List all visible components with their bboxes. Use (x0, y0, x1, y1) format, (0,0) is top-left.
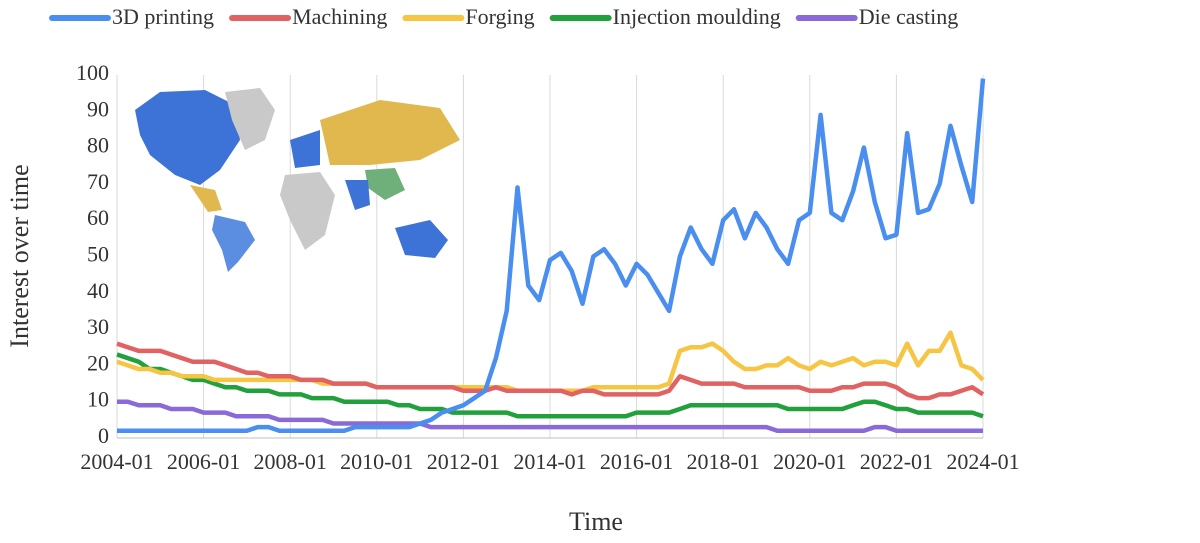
series-line (116, 352, 984, 419)
y-tick-label: 100 (76, 60, 109, 85)
y-tick-label: 20 (87, 350, 109, 375)
y-tick-label: 60 (87, 205, 109, 230)
x-tick-label: 2012-01 (427, 449, 500, 474)
y-tick-label: 40 (87, 278, 109, 303)
x-tick-label: 2018-01 (687, 449, 760, 474)
legend-label: Die casting (859, 4, 959, 29)
series-line (117, 78, 986, 433)
x-tick-label: 2016-01 (600, 449, 673, 474)
x-tick-label: 2008-01 (254, 449, 327, 474)
x-tick-label: 2010-01 (340, 449, 413, 474)
legend-label: Injection moulding (613, 4, 781, 29)
x-tick-label: 2022-01 (860, 449, 933, 474)
y-tick-label: 10 (87, 387, 109, 412)
x-tick-label: 2014-01 (513, 449, 586, 474)
y-tick-label: 70 (87, 169, 109, 194)
y-tick-label: 90 (87, 96, 109, 121)
y-axis-title: Interest over time (5, 164, 34, 347)
y-tick-label: 30 (87, 314, 109, 339)
legend-label: Machining (292, 4, 387, 29)
world-map-inset (135, 88, 460, 272)
y-tick-label: 80 (87, 133, 109, 158)
legend-label: Forging (465, 4, 534, 29)
x-tick-label: 2006-01 (167, 449, 240, 474)
x-axis-title: Time (569, 507, 623, 536)
legend-label: 3D printing (112, 4, 214, 29)
x-tick-label: 2024-01 (946, 449, 1019, 474)
series-line (116, 341, 985, 401)
series-line (117, 399, 983, 433)
x-tick-label: 2004-01 (80, 449, 153, 474)
x-tick-label: 2020-01 (773, 449, 846, 474)
y-tick-label: 0 (98, 423, 109, 448)
y-tick-label: 50 (87, 242, 109, 267)
